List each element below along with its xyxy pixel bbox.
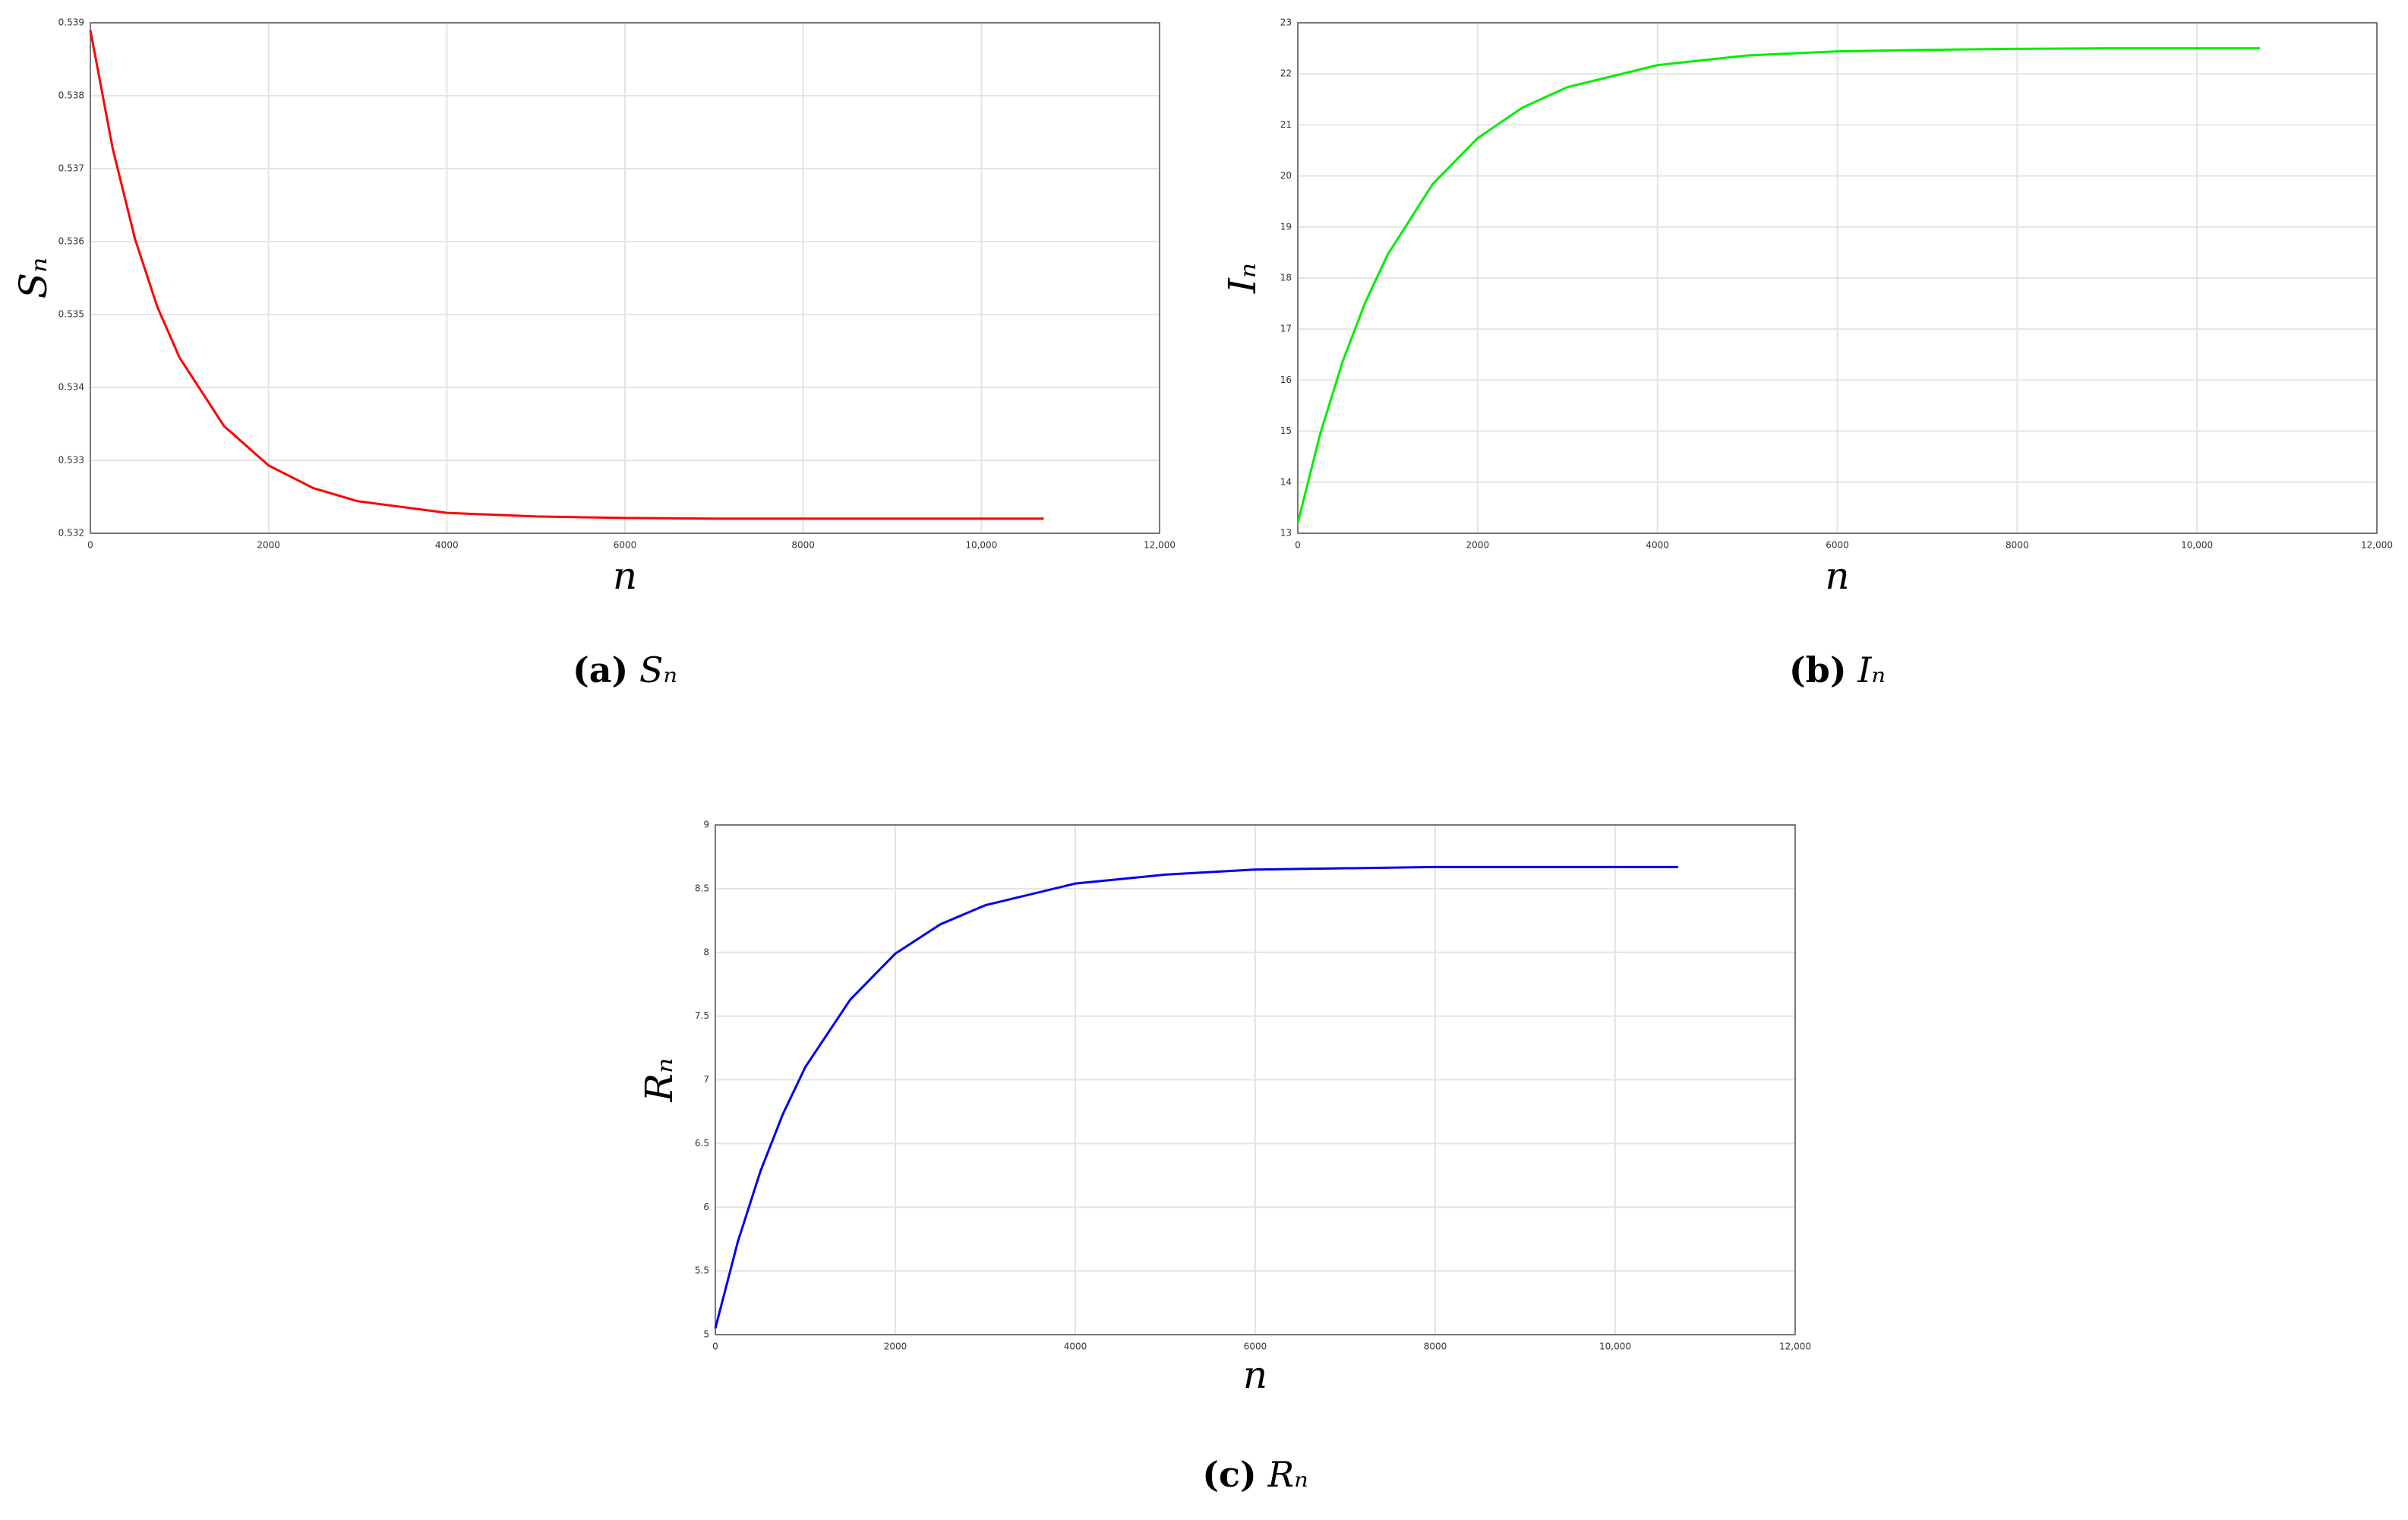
- y-tick-label: 0.535: [58, 309, 84, 320]
- y-tick-label: 0.536: [58, 236, 84, 247]
- x-tick-label: 12,000: [2361, 540, 2393, 551]
- caption: (b) Iₙ: [1789, 649, 1886, 690]
- y-tick-label: 15: [1280, 425, 1292, 436]
- y-tick-label: 0.534: [58, 382, 84, 393]
- caption-text: Sₙ: [639, 649, 677, 690]
- x-tick-label: 10,000: [1599, 1341, 1631, 1352]
- y-axis-label: Iₙ: [1220, 263, 1264, 294]
- y-tick-label: 7: [703, 1074, 709, 1085]
- x-axis-label: n: [1243, 1353, 1267, 1397]
- y-tick-label: 5: [703, 1329, 709, 1340]
- y-tick-label: 6: [703, 1202, 709, 1212]
- y-tick-label: 7.5: [695, 1010, 709, 1021]
- y-tick-label: 6.5: [695, 1138, 709, 1149]
- x-tick-label: 2000: [257, 540, 280, 551]
- x-tick-label: 8000: [1424, 1341, 1447, 1352]
- x-tick-label: 8000: [2006, 540, 2029, 551]
- caption: (a) Sₙ: [573, 649, 677, 690]
- y-tick-label: 20: [1280, 170, 1292, 181]
- data-line: [714, 865, 1678, 1329]
- y-tick-label: 8.5: [695, 883, 709, 893]
- caption-label: (c): [1202, 1454, 1257, 1495]
- x-tick-label: 6000: [614, 540, 637, 551]
- plot-frame: [90, 22, 1160, 534]
- y-tick-label: 0.538: [58, 90, 84, 101]
- y-tick-label: 23: [1280, 17, 1292, 28]
- x-tick-label: 0: [1295, 540, 1301, 551]
- x-tick-label: 0: [87, 540, 93, 551]
- x-tick-label: 2000: [884, 1341, 907, 1352]
- y-tick-label: 0.532: [58, 528, 84, 539]
- x-tick-label: 0: [712, 1341, 718, 1352]
- y-tick-label: 0.537: [58, 163, 84, 174]
- y-tick-label: 19: [1280, 221, 1292, 232]
- x-tick-label: 10,000: [965, 540, 997, 551]
- x-tick-label: 12,000: [1779, 1341, 1811, 1352]
- x-tick-label: 8000: [791, 540, 815, 551]
- x-tick-label: 10,000: [2181, 540, 2213, 551]
- x-tick-label: 6000: [1826, 540, 1849, 551]
- plot-frame: [1297, 22, 2378, 534]
- y-tick-label: 18: [1280, 273, 1292, 283]
- x-axis-label: n: [613, 554, 637, 598]
- y-tick-label: 0.533: [58, 455, 84, 466]
- y-tick-label: 0.539: [58, 17, 84, 28]
- x-tick-label: 4000: [1646, 540, 1669, 551]
- y-tick-label: 13: [1280, 528, 1292, 539]
- x-tick-label: 12,000: [1144, 540, 1176, 551]
- x-tick-label: 4000: [435, 540, 459, 551]
- x-tick-label: 4000: [1064, 1341, 1087, 1352]
- x-tick-label: 6000: [1244, 1341, 1267, 1352]
- caption-label: (b): [1789, 649, 1847, 690]
- caption-label: (a): [573, 649, 628, 690]
- y-tick-label: 8: [703, 946, 709, 957]
- y-tick-label: 22: [1280, 68, 1292, 79]
- y-tick-label: 14: [1280, 476, 1292, 487]
- x-axis-label: n: [1825, 554, 1849, 598]
- y-axis-label: Sₙ: [11, 258, 55, 299]
- caption: (c) Rₙ: [1202, 1454, 1308, 1495]
- x-tick-label: 2000: [1466, 540, 1490, 551]
- plot-frame: [715, 824, 1796, 1335]
- y-tick-label: 21: [1280, 119, 1292, 130]
- y-tick-label: 16: [1280, 374, 1292, 385]
- y-axis-label: Rₙ: [637, 1058, 681, 1103]
- y-tick-label: 17: [1280, 324, 1292, 334]
- caption-text: Rₙ: [1267, 1454, 1308, 1495]
- caption-text: Iₙ: [1857, 649, 1886, 690]
- data-line: [89, 30, 1044, 520]
- y-tick-label: 9: [703, 820, 709, 830]
- data-line: [1296, 47, 2261, 523]
- y-tick-label: 5.5: [695, 1266, 709, 1276]
